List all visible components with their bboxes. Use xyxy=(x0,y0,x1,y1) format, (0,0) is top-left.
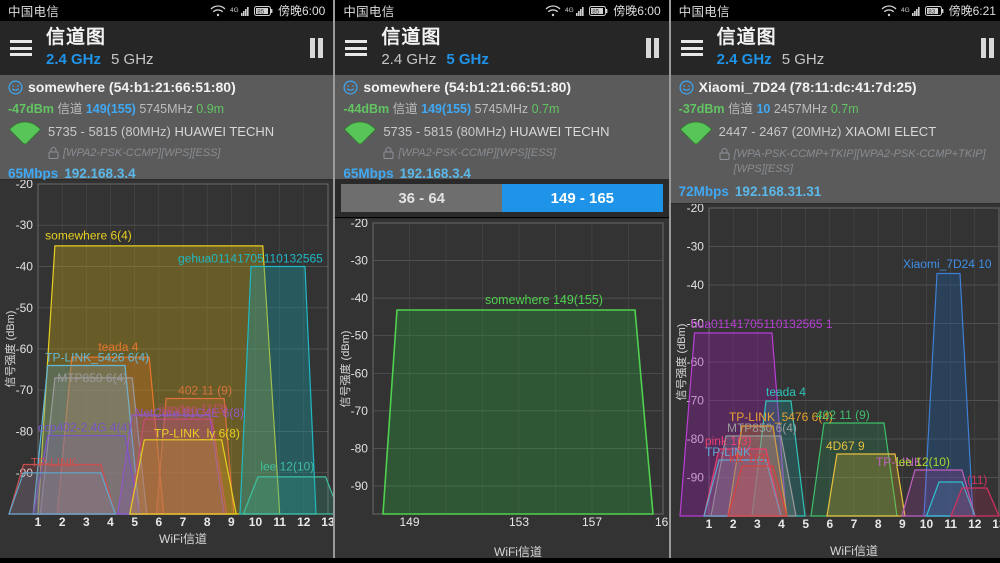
svg-text:12: 12 xyxy=(297,515,311,529)
svg-text:jiandao 11(3): jiandao 11(3) xyxy=(158,402,228,416)
svg-text:-90: -90 xyxy=(351,479,369,493)
svg-text:12: 12 xyxy=(968,517,982,531)
svg-text:lee 12(10): lee 12(10) xyxy=(896,455,950,469)
svg-text:-20: -20 xyxy=(16,180,34,191)
svg-text:9: 9 xyxy=(228,515,235,529)
svg-text:gehua01141705110132565: gehua01141705110132565 xyxy=(178,251,323,265)
svg-text:153: 153 xyxy=(509,515,529,529)
svg-text:-50: -50 xyxy=(351,329,369,343)
svg-text:402 11 (9): 402 11 (9) xyxy=(816,408,870,422)
svg-text:-60: -60 xyxy=(351,366,369,380)
svg-text:hua01141705110132565 1: hua01141705110132565 1 xyxy=(691,317,833,331)
svg-text:5: 5 xyxy=(802,517,809,531)
svg-text:-30: -30 xyxy=(351,254,369,268)
svg-text:-30: -30 xyxy=(686,239,704,253)
svg-text:6: 6 xyxy=(826,517,833,531)
svg-text:402 11 (9): 402 11 (9) xyxy=(178,383,232,397)
svg-text:ccp402-2.4G 4(4): ccp402-2.4G 4(4) xyxy=(38,421,131,435)
svg-text:11: 11 xyxy=(944,517,957,531)
svg-text:3: 3 xyxy=(754,517,761,531)
svg-text:3: 3 xyxy=(83,515,90,529)
svg-text:8: 8 xyxy=(204,515,211,529)
svg-text:1: 1 xyxy=(705,517,712,531)
svg-text:4: 4 xyxy=(778,517,785,531)
svg-text:TP-LINK: TP-LINK xyxy=(31,456,77,470)
svg-text:11: 11 xyxy=(273,515,286,529)
svg-text:5: 5 xyxy=(131,515,138,529)
svg-text:-30: -30 xyxy=(16,218,34,232)
svg-text:-40: -40 xyxy=(686,278,704,292)
svg-text:10: 10 xyxy=(249,515,263,529)
svg-text:kfz 1(3): kfz 1(3) xyxy=(729,451,769,465)
svg-text:-80: -80 xyxy=(351,441,369,455)
svg-text:MTP850 6(4): MTP850 6(4) xyxy=(727,421,797,435)
svg-text:157: 157 xyxy=(582,515,602,529)
svg-text:161: 161 xyxy=(655,515,668,529)
svg-text:85: 85 xyxy=(593,8,601,15)
svg-text:TP-LINK_ly 6(8): TP-LINK_ly 6(8) xyxy=(154,427,240,441)
svg-text:4D67 9: 4D67 9 xyxy=(826,439,865,453)
svg-text:7: 7 xyxy=(180,515,187,529)
svg-text:-70: -70 xyxy=(351,404,369,418)
svg-text:8: 8 xyxy=(875,517,882,531)
svg-text:6: 6 xyxy=(155,515,162,529)
svg-text:-80: -80 xyxy=(16,425,34,439)
svg-text:lee 12(10): lee 12(10) xyxy=(260,460,314,474)
svg-text:83: 83 xyxy=(928,8,936,15)
svg-text:85: 85 xyxy=(257,8,265,15)
svg-text:WiFi信道: WiFi信道 xyxy=(494,545,542,559)
svg-text:2: 2 xyxy=(730,517,737,531)
svg-text:-20: -20 xyxy=(351,219,369,230)
svg-text:4G: 4G xyxy=(565,7,574,14)
svg-text:2: 2 xyxy=(59,515,66,529)
svg-text:149: 149 xyxy=(400,515,420,529)
svg-text:somewhere 149(155): somewhere 149(155) xyxy=(485,293,603,307)
svg-text:MTP850 6(4): MTP850 6(4) xyxy=(57,371,127,385)
svg-text:somewhere 6(4): somewhere 6(4) xyxy=(45,229,132,243)
svg-text:4G: 4G xyxy=(901,7,910,14)
svg-text:Xiaomi_7D24 10: Xiaomi_7D24 10 xyxy=(903,257,992,271)
svg-text:WiFi信道: WiFi信道 xyxy=(159,532,207,546)
svg-text:7: 7 xyxy=(850,517,857,531)
svg-text:-40: -40 xyxy=(351,291,369,305)
svg-text:WiFi信道: WiFi信道 xyxy=(830,544,878,558)
svg-text:4: 4 xyxy=(107,515,114,529)
svg-text:-50: -50 xyxy=(16,301,34,315)
svg-text:-70: -70 xyxy=(16,383,34,397)
svg-text:13: 13 xyxy=(321,515,333,529)
svg-text:-60: -60 xyxy=(16,342,34,356)
svg-text:-20: -20 xyxy=(686,204,704,215)
svg-text:13: 13 xyxy=(992,517,1000,531)
svg-text:(11): (11) xyxy=(967,473,987,487)
svg-text:9: 9 xyxy=(899,517,906,531)
svg-text:TP-LINK_5426 6(4): TP-LINK_5426 6(4) xyxy=(45,350,149,364)
svg-text:4G: 4G xyxy=(230,7,239,14)
svg-text:teada 4: teada 4 xyxy=(766,385,806,399)
svg-text:1: 1 xyxy=(35,515,42,529)
svg-text:-40: -40 xyxy=(16,259,34,273)
svg-text:10: 10 xyxy=(919,517,933,531)
